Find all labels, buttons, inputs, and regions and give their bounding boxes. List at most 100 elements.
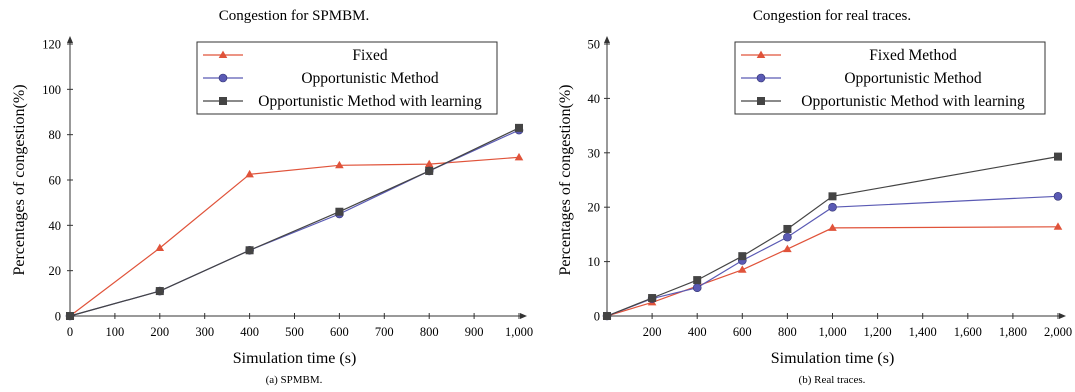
x-tick-label: 1,400 [909, 325, 937, 339]
data-point [1053, 192, 1063, 201]
y-tick-label: 120 [42, 38, 61, 52]
legend-label: Fixed [352, 47, 388, 64]
legend-marker [757, 97, 765, 105]
series-3 [603, 152, 1062, 320]
data-point [738, 265, 747, 273]
y-tick-label: 20 [588, 201, 601, 215]
legend-label: Opportunistic Method with learning [258, 93, 482, 110]
chart-caption: (b) Real traces. [799, 374, 866, 386]
y-tick-label: 20 [49, 264, 62, 278]
x-tick-label: 1,800 [999, 325, 1027, 339]
data-point [603, 312, 611, 320]
y-axis-arrow [604, 36, 610, 43]
legend-marker [218, 50, 228, 58]
x-axis-arrow [520, 313, 527, 319]
chart-caption: (a) SPMBM. [266, 374, 323, 386]
chart-2: Congestion for real traces. (b) Real trac… [557, 8, 1072, 386]
x-tick-label: 800 [778, 325, 797, 339]
y-tick-label: 50 [588, 38, 601, 52]
legend-box [196, 41, 498, 115]
data-point [828, 202, 837, 212]
data-point [783, 232, 792, 242]
x-axis-arrow [1059, 313, 1066, 319]
data-point [1054, 152, 1062, 161]
y-tick-label: 40 [49, 219, 62, 233]
x-tick-label: 1,000 [505, 325, 533, 339]
x-tick-label: 600 [330, 325, 349, 339]
x-tick-label: 800 [420, 325, 439, 339]
y-tick-label: 40 [588, 92, 601, 106]
legend-marker [218, 73, 228, 83]
data-point [692, 283, 702, 293]
series-3 [66, 123, 523, 320]
y-tick-label: 10 [588, 255, 601, 269]
legend-marker [756, 50, 766, 58]
x-tick-label: 400 [240, 325, 259, 339]
data-point [693, 276, 702, 285]
y-tick-label: 0 [55, 310, 61, 324]
series-1 [65, 152, 524, 319]
legend-box [734, 41, 1046, 115]
x-tick-label: 2,000 [1044, 325, 1072, 339]
y-tick-label: 30 [588, 146, 601, 160]
data-point [335, 160, 344, 169]
chart-title: Congestion for SPMBM. [219, 8, 369, 24]
data-point [245, 246, 254, 255]
data-point [783, 224, 792, 233]
series-line [69, 129, 520, 317]
x-tick-label: 0 [67, 325, 73, 339]
data-point [648, 294, 657, 303]
chart-1: Congestion for SPMBM. (a) SPMBM. 0 20 40 60 80… [11, 8, 533, 386]
series-line [606, 156, 1059, 317]
data-point [514, 152, 524, 161]
chart-title: Congestion for real traces. [753, 8, 911, 24]
y-tick-label: 0 [594, 310, 600, 324]
data-point [828, 223, 837, 231]
legend-label: Opportunistic Method with learning [801, 93, 1025, 110]
x-tick-label: 1,600 [954, 325, 982, 339]
x-tick-label: 200 [150, 325, 169, 339]
data-point [515, 123, 523, 132]
series-1 [602, 222, 1063, 319]
data-point [424, 159, 434, 168]
data-point [828, 192, 837, 201]
data-point [335, 207, 344, 216]
y-tick-label: 80 [49, 128, 62, 142]
series-line [69, 156, 520, 317]
legend-marker [219, 97, 227, 105]
y-axis-label: Percentages of congestion(%) [11, 84, 28, 275]
x-axis-label: Simulation time (s) [233, 350, 357, 367]
x-tick-label: 900 [465, 325, 484, 339]
x-tick-label: 1,000 [818, 325, 846, 339]
y-axis-label: Percentages of congestion(%) [557, 84, 574, 275]
y-axis-arrow [67, 36, 73, 43]
legend-label: Fixed Method [869, 47, 957, 64]
x-tick-label: 400 [688, 325, 707, 339]
data-point [245, 169, 254, 178]
series-line [69, 127, 520, 317]
legend: Fixed Method Opportunistic Method Opportun… [734, 41, 1046, 115]
series-2 [65, 125, 524, 321]
data-point [783, 244, 792, 253]
x-tick-label: 700 [375, 325, 394, 339]
x-tick-label: 500 [285, 325, 304, 339]
legend: Fixed Opportunistic Method Opportunistic M… [196, 41, 498, 115]
data-point [155, 243, 165, 251]
legend-label: Opportunistic Method [301, 70, 439, 87]
x-tick-label: 200 [643, 325, 662, 339]
x-tick-label: 100 [106, 325, 125, 339]
x-tick-label: 300 [195, 325, 214, 339]
data-point [155, 287, 164, 296]
legend-label: Opportunistic Method [844, 70, 982, 87]
data-point [66, 312, 74, 320]
data-point [738, 252, 747, 261]
data-point [1053, 222, 1063, 230]
series-2 [602, 192, 1063, 321]
y-tick-label: 60 [49, 174, 62, 188]
data-point [425, 166, 434, 175]
y-tick-label: 100 [42, 83, 61, 97]
legend-marker [756, 73, 766, 83]
series-line [606, 195, 1059, 317]
x-axis-label: Simulation time (s) [771, 350, 895, 367]
